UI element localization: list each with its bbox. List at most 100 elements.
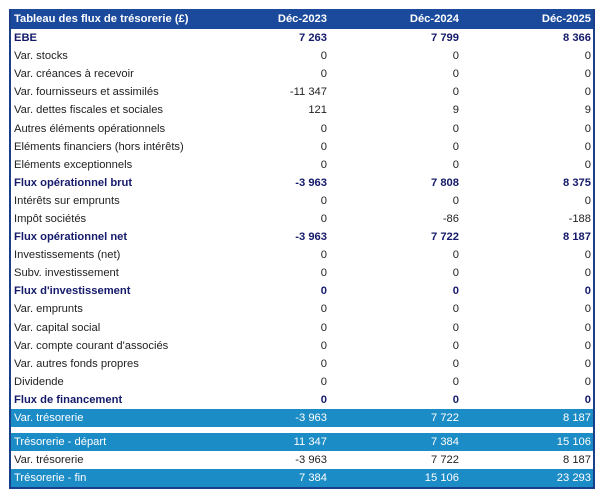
row-label: Var. dettes fiscales et sociales [14, 104, 164, 117]
cell-value: 0 [452, 393, 459, 406]
table-row: Investissements (net) 0 0 0 [11, 246, 593, 264]
cell-value: 8 187 [563, 231, 591, 244]
cell-value: 0 [584, 267, 591, 280]
cell-value: 15 106 [329, 469, 461, 488]
cell-value: 7 722 [329, 408, 461, 428]
row-label: Var. compte courant d'associés [14, 339, 169, 352]
table-row: Var. stocks 0 0 0 [11, 47, 593, 65]
table-row: Eléments financiers (hors intérêts) 0 0 0 [11, 138, 593, 156]
cell-value: 0 [320, 212, 327, 225]
cell-value: 0 [584, 357, 591, 370]
table-row: Var. capital social 0 0 0 [11, 319, 593, 337]
table-row: Var. fournisseurs et assimilés -11 347 0 0 [11, 83, 593, 101]
cash-flow-table: Tableau des flux de trésorerie (£) Déc-2… [11, 9, 593, 488]
cell-value: 0 [584, 68, 591, 81]
cell-value: -11 347 [289, 86, 327, 99]
row-label: Intérêts sur emprunts [14, 194, 120, 207]
table-row: Eléments exceptionnels 0 0 0 [11, 156, 593, 174]
row-label: Subv. investissement [14, 267, 119, 280]
cell-value: 0 [584, 375, 591, 388]
cell-value: 0 [452, 86, 459, 99]
cell-value: -188 [568, 212, 591, 225]
row-label: Impôt sociétés [14, 212, 87, 225]
table-row: Trésorerie - départ 11 347 7 384 15 106 [11, 433, 593, 452]
row-label: Trésorerie - départ [11, 433, 241, 452]
cell-value: -86 [442, 212, 459, 225]
row-label: Trésorerie - fin [11, 469, 241, 488]
cell-value: 0 [320, 375, 327, 388]
row-label: Investissements (net) [14, 249, 121, 262]
cell-value: 0 [584, 122, 591, 135]
cell-value: 7 799 [431, 32, 459, 45]
cell-value: 0 [452, 375, 459, 388]
row-label: EBE [14, 32, 38, 45]
row-label: Eléments financiers (hors intérêts) [14, 140, 184, 153]
row-label: Eléments exceptionnels [14, 158, 133, 171]
cell-value: 0 [452, 249, 459, 262]
cash-flow-table-container: Tableau des flux de trésorerie (£) Déc-2… [9, 9, 595, 490]
row-label: Var. autres fonds propres [14, 357, 139, 370]
cell-value: 15 106 [461, 433, 593, 452]
cell-value: 0 [584, 50, 591, 63]
table-row: Dividende 0 0 0 [11, 373, 593, 391]
cell-value: -3 963 [295, 176, 327, 189]
cell-value: 0 [320, 357, 327, 370]
cell-value: 7 263 [299, 32, 327, 45]
cell-value: 7 384 [329, 433, 461, 452]
cell-value: 0 [320, 158, 327, 171]
table-row: Autres éléments opérationnels 0 0 0 [11, 119, 593, 137]
table-row: EBE 7 263 7 799 8 366 [11, 29, 593, 47]
cell-value: 0 [584, 249, 591, 262]
table-row: Var. trésorerie -3 963 7 722 8 187 [11, 451, 593, 469]
cell-value: 0 [320, 68, 327, 81]
table-row: Flux de financement 0 0 0 [11, 391, 593, 409]
cell-value: 7 722 [431, 231, 459, 244]
cell-value: 0 [584, 393, 591, 406]
row-label: Autres éléments opérationnels [14, 122, 166, 135]
cell-value: 8 375 [563, 176, 591, 189]
row-label: Flux opérationnel net [14, 231, 128, 244]
table-row: Var. dettes fiscales et sociales 121 9 9 [11, 101, 593, 119]
row-label: Flux opérationnel brut [14, 176, 133, 189]
cell-value: -3 963 [295, 454, 327, 467]
table-row: Var. emprunts 0 0 0 [11, 300, 593, 318]
table-row: Flux opérationnel net -3 963 7 722 8 187 [11, 228, 593, 246]
column-header: Déc-2023 [241, 9, 329, 29]
cell-value: 0 [452, 285, 459, 298]
row-label: Var. fournisseurs et assimilés [14, 86, 159, 99]
cell-value: 0 [320, 249, 327, 262]
table-header: Tableau des flux de trésorerie (£) Déc-2… [11, 9, 593, 29]
row-label: Flux de financement [14, 393, 123, 406]
cell-value: 0 [584, 194, 591, 207]
cell-value: 7 722 [431, 454, 459, 467]
cell-value: 0 [452, 122, 459, 135]
cell-value: 0 [584, 140, 591, 153]
table-row: Var. autres fonds propres 0 0 0 [11, 355, 593, 373]
table-row: Intérêts sur emprunts 0 0 0 [11, 192, 593, 210]
table-row: Impôt sociétés 0 -86 -188 [11, 210, 593, 228]
cell-value: 0 [452, 140, 459, 153]
cell-value: 23 293 [461, 469, 593, 488]
cell-value: 0 [452, 158, 459, 171]
row-label: Var. capital social [14, 321, 101, 334]
cell-value: 7 808 [431, 176, 459, 189]
cell-value: 11 347 [241, 433, 329, 452]
cell-value: 8 187 [563, 454, 591, 467]
cell-value: 0 [320, 267, 327, 280]
row-label: Var. créances à recevoir [14, 68, 134, 81]
table-row: Trésorerie - fin 7 384 15 106 23 293 [11, 469, 593, 488]
cell-value: 0 [320, 393, 327, 406]
cell-value: -3 963 [241, 408, 329, 428]
row-label: Dividende [14, 375, 64, 388]
table-row: Flux d'investissement 0 0 0 [11, 282, 593, 300]
row-label: Var. emprunts [14, 303, 83, 316]
cell-value: 0 [452, 50, 459, 63]
cell-value: 7 384 [241, 469, 329, 488]
cell-value: -3 963 [295, 231, 327, 244]
cell-value: 121 [308, 104, 327, 117]
table-row: Subv. investissement 0 0 0 [11, 264, 593, 282]
row-label: Var. stocks [14, 50, 68, 63]
cell-value: 9 [584, 104, 591, 117]
cell-value: 0 [452, 303, 459, 316]
cell-value: 0 [320, 194, 327, 207]
